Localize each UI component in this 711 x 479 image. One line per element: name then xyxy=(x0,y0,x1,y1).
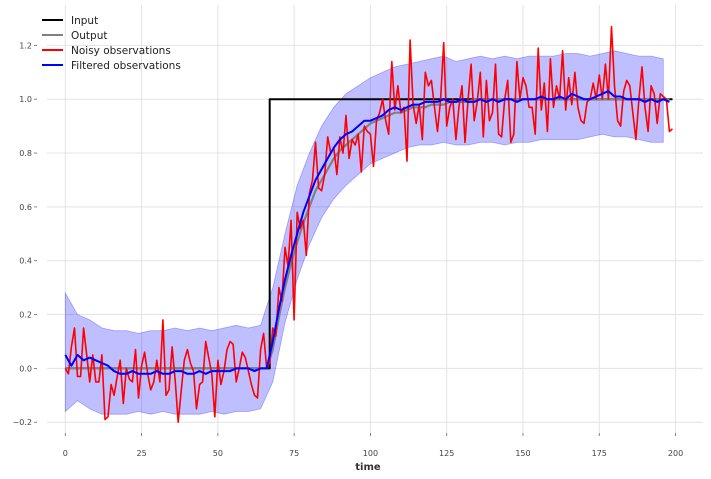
y-tick-label: 0.0 xyxy=(19,364,32,373)
uncertainty-band xyxy=(64,50,664,415)
x-tick-label: 75 xyxy=(289,449,299,458)
x-tick-label: 100 xyxy=(363,449,378,458)
legend-label: Output xyxy=(71,30,107,42)
legend-item: Noisy observations xyxy=(42,45,171,57)
x-tick-label: 200 xyxy=(668,449,683,458)
legend: Input Output Noisy observations Filtered ob… xyxy=(42,15,181,72)
x-tick-label: 175 xyxy=(592,449,607,458)
x-tick-label: 50 xyxy=(213,449,223,458)
legend-label: Filtered observations xyxy=(71,60,181,72)
x-tick-label: 0 xyxy=(63,449,68,458)
y-tick-label: 1.0 xyxy=(19,95,32,104)
legend-label: Input xyxy=(71,15,98,27)
noisy-observations-line xyxy=(64,25,674,424)
legend-item: Filtered observations xyxy=(42,60,181,72)
x-tick-label: 150 xyxy=(515,449,530,458)
x-axis-label: time xyxy=(355,462,381,473)
y-tick-label: 0.8 xyxy=(19,149,32,158)
y-tick-label: 0.4 xyxy=(19,257,32,266)
legend-label: Noisy observations xyxy=(71,45,171,57)
confidence-band xyxy=(64,50,664,415)
x-tick-label: 125 xyxy=(439,449,454,458)
filtered-observations-line xyxy=(64,90,670,375)
y-tick-label: −0.2 xyxy=(13,418,32,427)
axes: 0 25 50 75 100 125 150 175 200 −0.2 0.0 0.2 0.4 0.6 0.… xyxy=(13,41,684,458)
x-tick-label: 25 xyxy=(136,449,146,458)
series-lines xyxy=(64,25,674,424)
legend-item: Output xyxy=(42,30,107,42)
y-tick-label: 1.2 xyxy=(19,41,32,50)
legend-item: Input xyxy=(42,15,98,27)
y-tick-label: 0.6 xyxy=(19,203,32,212)
output-line xyxy=(65,98,670,370)
y-tick-label: 0.2 xyxy=(19,311,32,320)
